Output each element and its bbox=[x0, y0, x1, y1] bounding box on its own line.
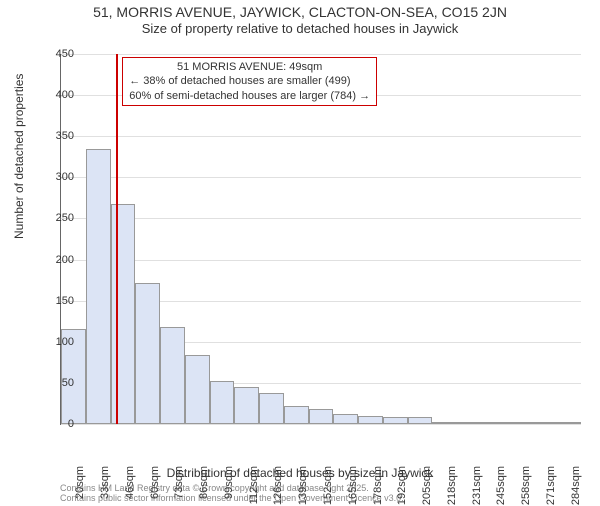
histogram-bar bbox=[210, 381, 235, 424]
x-tick-label: 60sqm bbox=[149, 466, 161, 506]
gridline bbox=[61, 54, 581, 55]
x-tick-label: 231sqm bbox=[471, 466, 483, 506]
x-tick-label: 112sqm bbox=[248, 466, 260, 506]
gridline bbox=[61, 260, 581, 261]
histogram-bar bbox=[333, 414, 358, 424]
x-tick-label: 165sqm bbox=[347, 466, 359, 506]
y-tick-label: 300 bbox=[56, 171, 74, 183]
histogram-bar bbox=[160, 327, 185, 424]
y-tick-label: 50 bbox=[62, 377, 74, 389]
gridline bbox=[61, 136, 581, 137]
x-tick-label: 139sqm bbox=[297, 466, 309, 506]
x-tick-label: 271sqm bbox=[545, 466, 557, 506]
x-tick-label: 205sqm bbox=[421, 466, 433, 506]
x-tick-label: 33sqm bbox=[99, 466, 111, 506]
histogram-bar bbox=[383, 417, 408, 424]
title-main: 51, MORRIS AVENUE, JAYWICK, CLACTON-ON-S… bbox=[0, 4, 600, 20]
title-sub: Size of property relative to detached ho… bbox=[0, 21, 600, 36]
x-tick-label: 245sqm bbox=[495, 466, 507, 506]
chart-area: 51 MORRIS AVENUE: 49sqm← 38% of detached… bbox=[60, 54, 580, 424]
y-axis-label: Number of detached properties bbox=[12, 74, 26, 239]
gridline bbox=[61, 424, 581, 425]
histogram-bar bbox=[556, 422, 581, 424]
histogram-bar bbox=[259, 393, 284, 424]
property-marker-line bbox=[116, 54, 118, 424]
histogram-bar bbox=[185, 355, 210, 424]
x-tick-label: 192sqm bbox=[396, 466, 408, 506]
histogram-bar bbox=[234, 387, 259, 424]
x-tick-label: 152sqm bbox=[322, 466, 334, 506]
histogram-bar bbox=[309, 409, 334, 424]
x-tick-label: 258sqm bbox=[520, 466, 532, 506]
y-tick-label: 100 bbox=[56, 336, 74, 348]
y-tick-label: 400 bbox=[56, 89, 74, 101]
histogram-bar bbox=[284, 406, 309, 424]
histogram-bar bbox=[507, 422, 532, 424]
x-tick-label: 46sqm bbox=[124, 466, 136, 506]
histogram-bar bbox=[531, 422, 556, 424]
histogram-bar bbox=[408, 417, 433, 424]
x-tick-label: 86sqm bbox=[198, 466, 210, 506]
x-tick-label: 284sqm bbox=[570, 466, 582, 506]
annotation-line2: ← 38% of detached houses are smaller (49… bbox=[129, 74, 370, 88]
plot: 51 MORRIS AVENUE: 49sqm← 38% of detached… bbox=[60, 54, 581, 425]
histogram-bar bbox=[135, 283, 160, 424]
x-tick-label: 126sqm bbox=[272, 466, 284, 506]
x-tick-label: 73sqm bbox=[173, 466, 185, 506]
histogram-bar bbox=[111, 204, 136, 424]
y-tick-label: 450 bbox=[56, 48, 74, 60]
y-tick-label: 0 bbox=[68, 418, 74, 430]
x-tick-label: 178sqm bbox=[372, 466, 384, 506]
x-tick-label: 99sqm bbox=[223, 466, 235, 506]
histogram-bar bbox=[457, 422, 482, 424]
y-tick-label: 200 bbox=[56, 254, 74, 266]
gridline bbox=[61, 177, 581, 178]
histogram-bar bbox=[432, 422, 457, 424]
marker-annotation: 51 MORRIS AVENUE: 49sqm← 38% of detached… bbox=[122, 57, 377, 106]
histogram-bar bbox=[86, 149, 111, 424]
y-tick-label: 250 bbox=[56, 212, 74, 224]
y-tick-label: 350 bbox=[56, 130, 74, 142]
gridline bbox=[61, 218, 581, 219]
histogram-bar bbox=[482, 422, 507, 424]
x-tick-label: 20sqm bbox=[74, 466, 86, 506]
annotation-line1: 51 MORRIS AVENUE: 49sqm bbox=[129, 60, 370, 74]
annotation-line3: 60% of semi-detached houses are larger (… bbox=[129, 89, 370, 103]
y-tick-label: 150 bbox=[56, 295, 74, 307]
histogram-bar bbox=[358, 416, 383, 424]
x-tick-label: 218sqm bbox=[446, 466, 458, 506]
